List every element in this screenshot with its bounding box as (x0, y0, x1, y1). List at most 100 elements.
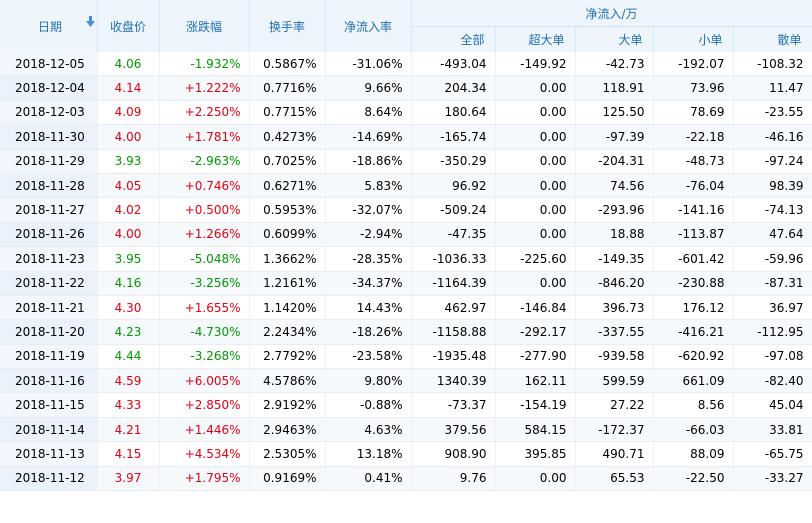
cell-change: -3.268% (159, 344, 250, 370)
cell-big: 18.88 (575, 222, 654, 248)
cell-retail: 11.47 (733, 75, 812, 101)
cell-close: 3.93 (97, 149, 160, 174)
cell-small: 73.96 (653, 75, 734, 101)
cell-date: 2018-12-03 (0, 100, 98, 126)
cell-netflow-rate: 5.83% (325, 173, 412, 199)
cell-date: 2018-11-20 (0, 319, 98, 345)
cell-big: -149.35 (575, 246, 654, 272)
cell-change: -3.256% (159, 271, 250, 296)
cell-big: -97.39 (575, 124, 654, 150)
cell-netflow-rate: -31.06% (325, 52, 412, 77)
cell-small: -192.07 (653, 52, 734, 77)
cell-small: -416.21 (653, 319, 734, 345)
cell-netflow-rate: 13.18% (325, 441, 412, 467)
cell-change: +2.850% (159, 392, 250, 418)
cell-super: -154.19 (495, 392, 576, 418)
cell-date: 2018-12-05 (0, 52, 98, 77)
cell-turnover: 2.2434% (249, 319, 326, 345)
cell-netflow-rate: -28.35% (325, 246, 412, 272)
cell-super: 0.00 (495, 271, 576, 296)
cell-netflow-rate: -14.69% (325, 124, 412, 150)
cell-big: 599.59 (575, 368, 654, 394)
cell-turnover: 0.7716% (249, 75, 326, 101)
cell-turnover: 4.5786% (249, 368, 326, 394)
table-row: 2018-11-23 3.95 -5.048% 1.3662% -28.35% -1036… (0, 246, 812, 272)
cell-retail: -59.96 (733, 246, 812, 272)
table-row: 2018-12-04 4.14 +1.222% 0.7716% 9.66% 204.34 0… (0, 75, 812, 101)
cell-change: +1.781% (159, 124, 250, 150)
cell-change: +1.222% (159, 75, 250, 101)
cell-all: 379.56 (411, 417, 496, 443)
cell-small: 176.12 (653, 295, 734, 321)
sort-arrow-down-icon[interactable] (86, 16, 95, 28)
cell-date: 2018-11-28 (0, 173, 98, 199)
cell-close: 4.05 (97, 173, 160, 199)
table-row: 2018-11-16 4.59 +6.005% 4.5786% 9.80% 1340.39… (0, 368, 812, 394)
cell-change: +6.005% (159, 368, 250, 394)
cell-all: -73.37 (411, 392, 496, 418)
cell-netflow-rate: 4.63% (325, 417, 412, 443)
fund-flow-table: 日期 收盘价 涨跌幅 换手率 净流入率 净流入/万 全部 超大单 大单 小单 散… (0, 0, 812, 492)
cell-all: -1036.33 (411, 246, 496, 272)
cell-netflow-rate: 14.43% (325, 295, 412, 321)
cell-turnover: 2.9463% (249, 417, 326, 443)
cell-date: 2018-11-16 (0, 368, 98, 394)
cell-change: -4.730% (159, 319, 250, 345)
cell-super: 0.00 (495, 75, 576, 101)
cell-close: 4.09 (97, 100, 160, 126)
header-date[interactable]: 日期 (0, 0, 98, 52)
cell-all: -165.74 (411, 124, 496, 150)
cell-big: -42.73 (575, 52, 654, 77)
cell-turnover: 0.7025% (249, 149, 326, 174)
cell-retail: 98.39 (733, 173, 812, 199)
header-super[interactable]: 超大单 (495, 26, 576, 52)
cell-date: 2018-11-15 (0, 392, 98, 418)
cell-netflow-rate: 0.41% (325, 466, 412, 492)
header-netflow-rate[interactable]: 净流入率 (325, 0, 412, 52)
cell-turnover: 2.7792% (249, 344, 326, 370)
table-header: 日期 收盘价 涨跌幅 换手率 净流入率 净流入/万 全部 超大单 大单 小单 散… (0, 0, 812, 52)
cell-close: 3.97 (97, 466, 160, 492)
table-body: 2018-12-05 4.06 -1.932% 0.5867% -31.06% -493.… (0, 52, 812, 492)
cell-turnover: 1.3662% (249, 246, 326, 272)
cell-date: 2018-11-14 (0, 417, 98, 443)
cell-small: 78.69 (653, 100, 734, 126)
cell-retail: -82.40 (733, 368, 812, 394)
cell-netflow-rate: -18.86% (325, 149, 412, 174)
cell-netflow-rate: -23.58% (325, 344, 412, 370)
table-row: 2018-11-13 4.15 +4.534% 2.5305% 13.18% 908.90… (0, 441, 812, 467)
header-turnover[interactable]: 换手率 (249, 0, 326, 52)
cell-small: -66.03 (653, 417, 734, 443)
cell-all: -350.29 (411, 149, 496, 174)
cell-small: 8.56 (653, 392, 734, 418)
table-row: 2018-11-19 4.44 -3.268% 2.7792% -23.58% -1935… (0, 344, 812, 370)
header-big[interactable]: 大单 (575, 26, 654, 52)
header-retail[interactable]: 散单 (733, 26, 812, 52)
header-all[interactable]: 全部 (411, 26, 496, 52)
cell-date: 2018-11-22 (0, 271, 98, 296)
cell-close: 4.21 (97, 417, 160, 443)
cell-super: -277.90 (495, 344, 576, 370)
cell-small: -601.42 (653, 246, 734, 272)
cell-super: -225.60 (495, 246, 576, 272)
cell-small: -22.18 (653, 124, 734, 150)
cell-all: 462.97 (411, 295, 496, 321)
header-change[interactable]: 涨跌幅 (159, 0, 250, 52)
cell-retail: -65.75 (733, 441, 812, 467)
cell-retail: -46.16 (733, 124, 812, 150)
cell-retail: -97.24 (733, 149, 812, 174)
header-small[interactable]: 小单 (653, 26, 734, 52)
cell-netflow-rate: 9.66% (325, 75, 412, 101)
cell-close: 4.23 (97, 319, 160, 345)
cell-super: 0.00 (495, 197, 576, 223)
cell-small: -620.92 (653, 344, 734, 370)
header-close[interactable]: 收盘价 (97, 0, 160, 52)
cell-turnover: 2.9192% (249, 392, 326, 418)
cell-close: 3.95 (97, 246, 160, 272)
cell-super: 395.85 (495, 441, 576, 467)
cell-turnover: 1.1420% (249, 295, 326, 321)
header-netflow-group: 净流入/万 (411, 0, 812, 27)
cell-retail: 33.81 (733, 417, 812, 443)
cell-close: 4.00 (97, 222, 160, 248)
cell-big: 74.56 (575, 173, 654, 199)
